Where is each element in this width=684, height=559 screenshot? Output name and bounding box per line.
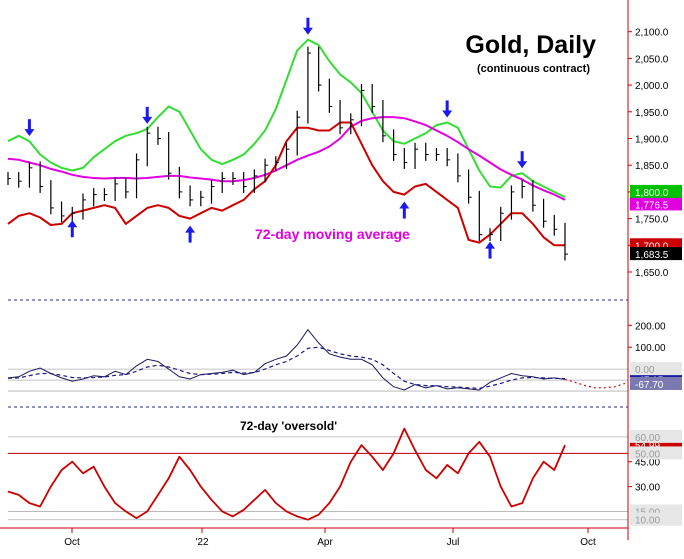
arrow-up-icon	[67, 220, 78, 238]
value-label-text: 0.00	[635, 365, 655, 376]
value-label-text: 50.00	[635, 449, 660, 460]
series-signal	[7, 346, 566, 390]
value-label-text: 10.00	[635, 516, 660, 527]
y-tick-label: 1,850.0	[635, 161, 669, 172]
y-tick-label: 2,050.0	[635, 54, 669, 65]
value-label: 1,683.5	[630, 247, 682, 261]
value-label: 60.00	[630, 429, 682, 444]
value-label-text: 60.00	[635, 433, 660, 444]
value-label: 10.00	[630, 512, 682, 527]
arrow-down-icon	[24, 119, 35, 137]
value-label-text: 1,776.5	[635, 200, 669, 211]
value-label: 1,800.0	[630, 184, 682, 199]
arrow-up-icon	[185, 225, 196, 243]
y-tick-label: 1,750.0	[635, 215, 669, 226]
y-tick-label: 1,950.0	[635, 108, 669, 119]
chart-title: Gold, Daily	[465, 31, 596, 59]
arrow-down-icon	[302, 17, 313, 35]
x-tick-label: Oct	[64, 537, 80, 548]
y-tick-label: 1,650.0	[635, 268, 669, 279]
value-label-text: -67.70	[635, 380, 664, 391]
arrow-down-icon	[142, 106, 153, 124]
y-tick-label: 2,000.0	[635, 81, 669, 92]
y-tick-label: 200.00	[635, 321, 666, 332]
x-tick-label: '22	[195, 537, 208, 548]
arrow-down-icon	[517, 151, 528, 169]
y-tick-label: 1,900.0	[635, 134, 669, 145]
y-tick-label: 2,100.0	[635, 28, 669, 39]
x-tick-label: Oct	[580, 537, 596, 548]
value-label: 50.00	[630, 446, 682, 460]
value-label: 1,776.5	[630, 197, 682, 211]
value-label-text: 1,700.0	[635, 241, 669, 252]
series-projection	[564, 378, 626, 389]
value-label-text: 1,800.0	[635, 188, 669, 199]
series-cycle	[7, 427, 566, 521]
series-oscillator	[7, 328, 566, 391]
x-tick-label: Jul	[447, 537, 460, 548]
series-upper-band	[7, 38, 566, 199]
arrow-down-icon	[442, 100, 453, 118]
arrow-up-icon	[485, 241, 496, 259]
y-tick-label: 30.00	[635, 483, 660, 494]
y-tick-label: 100.00	[635, 343, 666, 354]
oversold-annotation: 72-day 'oversold'	[240, 419, 337, 433]
value-label: 0.00	[630, 362, 682, 376]
value-label: -67.70	[630, 376, 682, 391]
arrow-up-icon	[399, 201, 410, 219]
value-label-text: 1,683.5	[635, 250, 669, 261]
series-lower-band	[7, 121, 565, 247]
moving-average-annotation: 72-day moving average	[255, 226, 410, 242]
y-tick-label: 45.00	[635, 458, 660, 469]
chart-subtitle: (continuous contract)	[477, 63, 590, 75]
x-tick-label: Apr	[317, 537, 333, 548]
